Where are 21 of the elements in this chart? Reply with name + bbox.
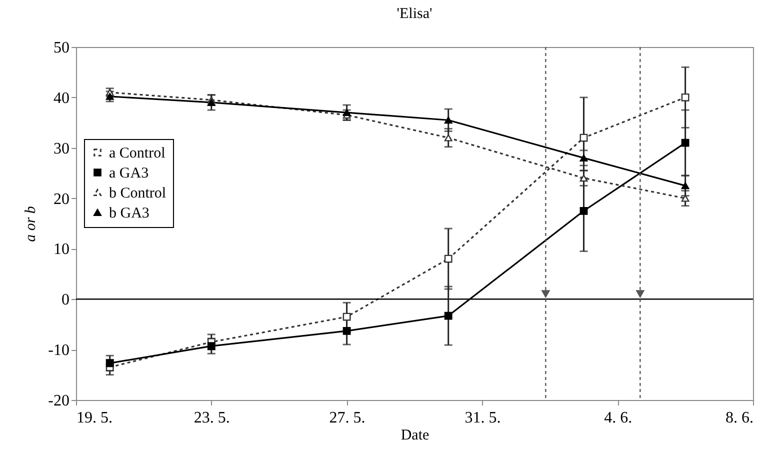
legend-label: b GA3 — [109, 206, 150, 222]
legend-label: a Control — [109, 146, 166, 162]
x-tick-label: 4. 6. — [604, 410, 632, 426]
y-axis-title: a or b — [23, 206, 40, 242]
chart-title: 'Elisa' — [396, 6, 432, 22]
x-tick-label: 23. 5. — [194, 410, 230, 426]
x-tick-label: 27. 5. — [329, 410, 366, 426]
y-tick-label: 10 — [54, 241, 70, 258]
y-tick-label: -10 — [48, 342, 70, 360]
y-tick-label: 20 — [54, 190, 70, 208]
y-tick-label: 40 — [54, 90, 70, 107]
y-tick-label: -20 — [48, 392, 70, 410]
legend-label: a GA3 — [109, 166, 149, 182]
x-tick-label: 8. 6. — [726, 410, 754, 426]
legend-label: b Control — [109, 186, 166, 202]
y-tick-label: 30 — [54, 140, 70, 158]
y-tick-label: 0 — [62, 292, 70, 309]
y-tick-label: 50 — [54, 40, 70, 56]
x-tick-label: 19. 5. — [76, 410, 112, 426]
x-axis-title: Date — [400, 428, 430, 444]
x-tick-label: 31. 5. — [464, 410, 501, 426]
